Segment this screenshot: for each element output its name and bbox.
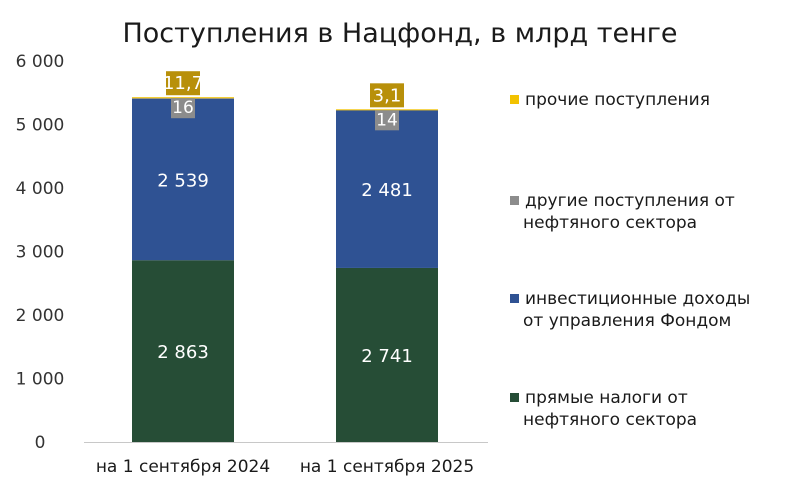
bar-segment xyxy=(132,97,234,99)
x-tick-label: на 1 сентября 2025 xyxy=(300,457,474,477)
legend-label: прочие поступления xyxy=(525,90,710,110)
y-tick-label: 0 xyxy=(35,433,46,453)
legend-swatch xyxy=(510,393,519,402)
data-label: 2 481 xyxy=(361,180,413,201)
bars-group: 2 863 2 539 16 11,7 2 741 2 481 14 3,1 xyxy=(132,71,438,442)
legend-label: от управления Фондом xyxy=(523,311,731,331)
y-tick-label: 5 000 xyxy=(16,116,65,136)
legend-label: инвестиционные доходы xyxy=(525,289,750,309)
data-label: 14 xyxy=(376,110,398,130)
data-label-box xyxy=(375,110,399,131)
data-label: 16 xyxy=(172,98,194,118)
bar-segment xyxy=(336,267,438,442)
data-label-box xyxy=(166,71,200,96)
legend-label: другие поступления от xyxy=(525,191,735,211)
x-tick-label: на 1 сентября 2024 xyxy=(96,457,270,477)
bar-segment xyxy=(132,260,234,442)
data-label: 2 539 xyxy=(157,171,209,192)
x-axis: на 1 сентября 2024 на 1 сентября 2025 xyxy=(84,442,488,477)
legend-label: нефтяного сектора xyxy=(523,410,697,430)
legend-swatch xyxy=(510,196,519,205)
legend-swatch xyxy=(510,95,519,104)
legend-label: нефтяного сектора xyxy=(523,213,697,233)
y-tick-label: 2 000 xyxy=(16,306,65,326)
legend-label: прямые налоги от xyxy=(525,388,688,408)
bar-segment xyxy=(336,110,438,268)
data-label-box xyxy=(171,98,195,119)
data-label-box xyxy=(370,83,404,108)
y-axis: 0 1 000 2 000 3 000 4 000 5 000 6 000 xyxy=(16,52,65,453)
data-label: 11,7 xyxy=(163,73,203,94)
data-label: 3,1 xyxy=(373,85,402,106)
y-tick-label: 6 000 xyxy=(16,52,65,72)
y-tick-label: 4 000 xyxy=(16,179,65,199)
y-tick-label: 3 000 xyxy=(16,243,65,263)
legend-swatch xyxy=(510,294,519,303)
bar-segment xyxy=(132,98,234,261)
bar-segment xyxy=(336,109,438,111)
data-label: 2 741 xyxy=(361,346,413,367)
y-tick-label: 1 000 xyxy=(16,370,65,390)
data-label: 2 863 xyxy=(157,342,209,363)
chart-title: Поступления в Нацфонд, в млрд тенге xyxy=(122,18,677,49)
